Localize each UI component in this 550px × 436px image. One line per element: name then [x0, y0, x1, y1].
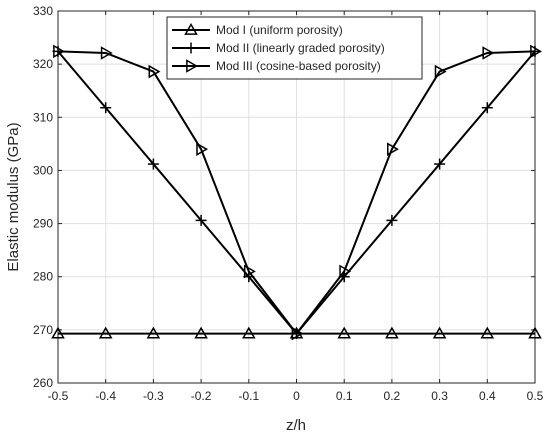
data-point-triangle-right: [339, 264, 352, 279]
data-point-triangle-right: [482, 46, 495, 60]
data-point-triangle-up: [184, 22, 198, 35]
x-tick-label: 0: [293, 389, 300, 403]
legend-label: Mod III (cosine-based porosity): [216, 59, 381, 73]
y-tick-label: 330: [33, 4, 53, 18]
x-tick-label: -0.2: [191, 389, 212, 403]
x-axis-label: z/h: [286, 417, 306, 434]
y-axis-label: Elastic modulus (GPa): [5, 122, 22, 271]
data-point-triangle-up: [146, 326, 161, 339]
x-tick-label: 0.1: [336, 389, 353, 403]
data-point-triangle-right: [100, 46, 113, 60]
y-tick-label: 300: [33, 163, 53, 177]
x-tick-label: -0.3: [143, 389, 164, 403]
legend: Mod I (uniform porosity) Mod II (linearly…: [166, 16, 423, 80]
data-point-triangle-right: [186, 59, 199, 73]
series-layer: [51, 44, 543, 341]
data-point-triangle-right: [530, 44, 543, 59]
x-tick-label: -0.5: [48, 389, 69, 403]
data-point-plus: [386, 214, 398, 226]
data-point-plus: [185, 42, 197, 54]
x-tick-label: 0.2: [384, 389, 401, 403]
data-point-triangle-right: [196, 142, 209, 156]
series-line: [57, 50, 536, 335]
y-tick-label: 280: [33, 270, 53, 284]
data-point-triangle-up: [194, 326, 208, 339]
x-tick-label: 0.5: [527, 389, 544, 403]
legend-item: Mod I (uniform porosity): [172, 22, 343, 37]
legend-label: Mod I (uniform porosity): [216, 23, 343, 37]
y-tick-label: 310: [33, 110, 53, 124]
data-point-triangle-up: [98, 326, 113, 339]
legend-item: Mod III (cosine-based porosity): [172, 59, 381, 73]
data-point-triangle-up: [528, 326, 542, 339]
data-point-triangle-up: [385, 326, 399, 339]
data-point-triangle-right: [387, 142, 399, 156]
data-point-plus: [434, 158, 446, 170]
data-point-triangle-up: [51, 326, 65, 339]
x-axis-ticks: -0.5 -0.4 -0.3 -0.2 -0.1 0 0.1 0.2 0.3 0.4 0.5: [48, 11, 544, 403]
data-point-triangle-right: [148, 64, 161, 79]
y-axis-ticks: 260 270 280 290 300 310 320 330: [33, 4, 535, 390]
x-tick-label: 0.3: [431, 389, 448, 403]
data-point-triangle-up: [242, 326, 256, 339]
data-point-plus: [100, 102, 112, 114]
x-tick-label: -0.1: [238, 389, 259, 403]
data-point-triangle-up: [432, 326, 447, 339]
data-point-triangle-right: [291, 326, 304, 341]
y-tick-label: 290: [33, 217, 53, 231]
data-point-triangle-up: [337, 326, 351, 339]
data-point-plus: [195, 214, 207, 226]
data-point-plus: [147, 158, 159, 170]
y-tick-label: 260: [33, 376, 53, 390]
data-point-triangle-up: [480, 326, 495, 339]
y-tick-label: 320: [33, 57, 53, 71]
y-tick-label: 270: [33, 323, 53, 337]
data-point-triangle-right: [434, 64, 447, 79]
legend-label: Mod II (linearly graded porosity): [216, 41, 385, 55]
legend-item: Mod II (linearly graded porosity): [172, 41, 385, 55]
x-tick-label: -0.4: [95, 389, 116, 403]
series-3: [53, 44, 543, 341]
data-point-triangle-right: [53, 44, 66, 59]
data-point-plus: [481, 102, 493, 114]
x-tick-label: 0.4: [479, 389, 496, 403]
data-point-triangle-right: [243, 264, 256, 279]
